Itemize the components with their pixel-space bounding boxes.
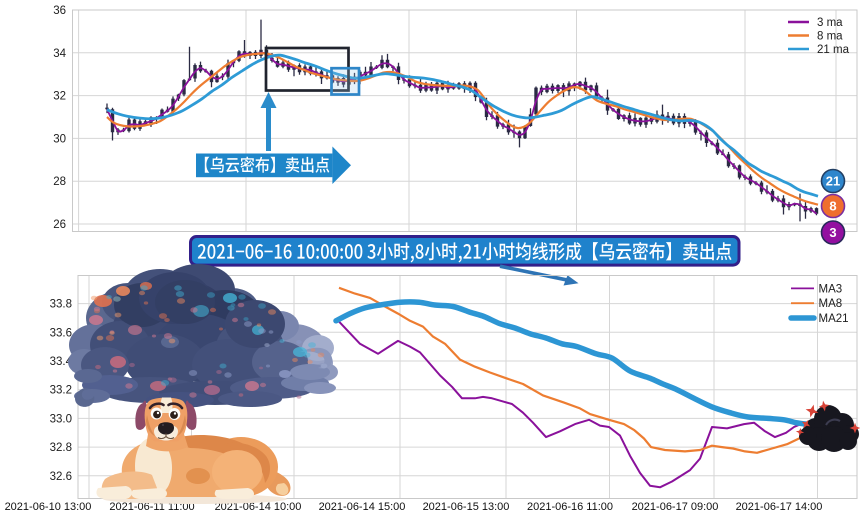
svg-text:8 ma: 8 ma: [817, 31, 843, 43]
svg-text:2021-06-16 11:00: 2021-06-16 11:00: [527, 501, 613, 513]
svg-text:2021-06-10 13:00: 2021-06-10 13:00: [5, 501, 92, 513]
svg-text:2021-06-14 10:00: 2021-06-14 10:00: [215, 501, 302, 513]
svg-text:2021-06-17 14:00: 2021-06-17 14:00: [736, 501, 823, 513]
svg-text:2021-06-14 15:00: 2021-06-14 15:00: [319, 501, 406, 513]
svg-text:8: 8: [829, 199, 836, 214]
svg-text:32.8: 32.8: [50, 442, 72, 454]
svg-text:32: 32: [53, 91, 66, 103]
svg-text:33.2: 33.2: [50, 385, 72, 397]
svg-text:33.6: 33.6: [50, 327, 72, 339]
svg-text:28: 28: [53, 176, 66, 188]
svg-text:33.8: 33.8: [50, 299, 72, 311]
svg-text:21: 21: [826, 174, 840, 189]
svg-text:33.4: 33.4: [50, 356, 73, 368]
svg-text:3 ma: 3 ma: [817, 17, 843, 29]
svg-text:36: 36: [53, 5, 66, 17]
svg-text:2021-06-11 11:00: 2021-06-11 11:00: [109, 501, 194, 513]
svg-text:26: 26: [53, 219, 66, 231]
svg-text:MA8: MA8: [819, 298, 843, 310]
svg-text:3: 3: [829, 225, 836, 240]
svg-text:2021-06-17 09:00: 2021-06-17 09:00: [632, 501, 719, 513]
svg-text:32.6: 32.6: [50, 471, 72, 483]
svg-text:2021-06-15 13:00: 2021-06-15 13:00: [423, 501, 510, 513]
svg-text:MA3: MA3: [819, 283, 843, 295]
svg-text:21 ma: 21 ma: [817, 44, 850, 56]
svg-text:33.0: 33.0: [50, 413, 72, 425]
svg-text:MA21: MA21: [819, 313, 849, 325]
svg-text:34: 34: [53, 48, 66, 60]
svg-text:30: 30: [53, 133, 66, 145]
